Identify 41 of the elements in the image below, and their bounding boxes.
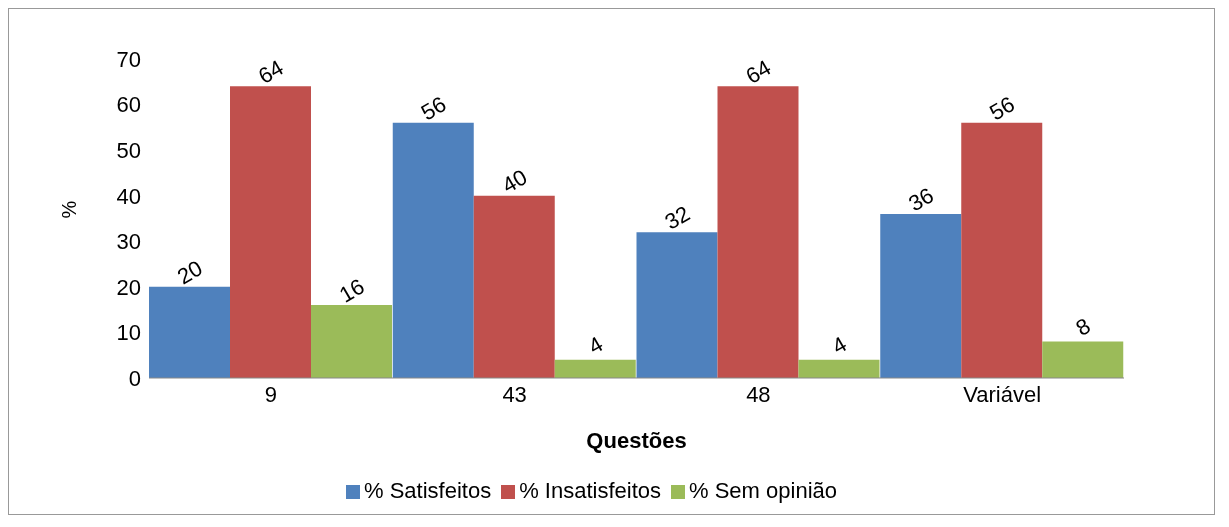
data-label: 64 [741,54,776,89]
data-label: 56 [416,91,451,126]
data-label: 36 [904,182,938,217]
bar [311,305,392,378]
y-axis-title: % [58,200,81,219]
bar [717,86,799,378]
y-tick-label: 70 [116,46,141,72]
y-tick-label: 20 [116,274,141,300]
x-tick-label: 43 [502,381,527,407]
x-tick-label: 9 [264,381,277,407]
bar [554,359,636,378]
legend-label: % Satisfeitos [364,478,492,503]
y-tick-label: 40 [116,183,141,209]
bar [798,359,880,378]
data-label: 56 [985,91,1019,126]
data-label: 4 [827,331,851,360]
y-tick-label: 10 [116,320,141,346]
bar [392,122,474,378]
x-tick-label: 48 [746,381,771,407]
bar [636,232,718,378]
data-label: 32 [660,200,695,235]
data-label: 40 [497,164,532,199]
bar [961,122,1043,378]
legend-label: % Sem opinião [689,478,837,503]
bar [880,213,962,378]
bar [230,86,311,378]
y-tick-label: 60 [116,92,141,118]
data-label: 20 [172,255,207,290]
data-label: 16 [334,273,369,308]
x-tick-label: Variável [963,381,1042,407]
data-label: 4 [583,331,608,360]
data-label: 8 [1071,313,1095,341]
bar [1042,341,1124,378]
bar [149,286,230,378]
y-tick-label: 50 [116,137,141,163]
y-tick-label: 30 [116,229,141,255]
data-label: 64 [253,54,288,89]
y-tick-label: 0 [128,365,141,391]
bar [473,195,555,378]
x-axis-title: Questões [586,428,687,453]
legend-label: % Insatisfeitos [519,478,662,503]
